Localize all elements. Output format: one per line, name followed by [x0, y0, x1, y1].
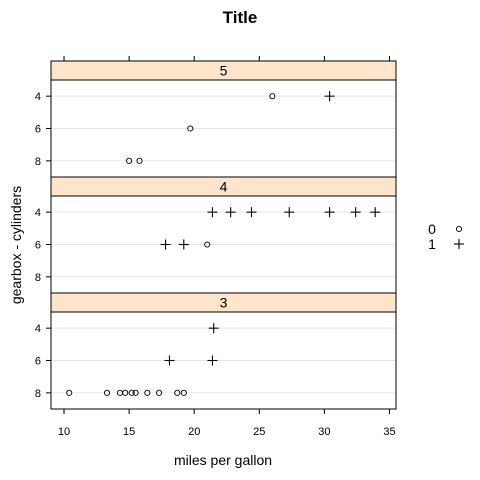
point-circle: [136, 157, 143, 164]
point-plus: [208, 323, 219, 334]
legend-label: 0: [428, 221, 436, 237]
panel-points: [66, 323, 219, 396]
y-tick-label: 8: [35, 388, 41, 400]
panel-points: [160, 207, 381, 250]
point-plus: [178, 239, 189, 250]
point-plus: [246, 207, 257, 218]
point-plus: [324, 207, 335, 218]
y-tick-label: 6: [35, 356, 41, 368]
point-plus: [207, 355, 218, 366]
panel-middle: 4 4 6 8: [35, 176, 397, 294]
legend: 01: [428, 221, 464, 252]
legend-symbol-circle: [455, 225, 463, 233]
y-tick-label: 4: [35, 207, 41, 219]
point-plus: [160, 239, 171, 250]
point-plus: [370, 207, 381, 218]
legend-symbol-plus: [454, 239, 464, 249]
x-tick-label: 20: [188, 426, 200, 438]
point-circle: [204, 241, 211, 248]
y-tick-label: 8: [35, 156, 41, 168]
panel-top: 5 4 6 8: [35, 60, 397, 178]
point-circle: [128, 389, 135, 396]
x-tick-label: 35: [383, 426, 395, 438]
point-circle: [269, 93, 276, 100]
y-tick-label: 6: [35, 240, 41, 252]
legend-entry-0: 0: [428, 221, 463, 237]
x-tick-label: 15: [123, 426, 135, 438]
panel-bottom: 3 4 6 8: [35, 292, 397, 410]
point-circle: [66, 389, 73, 396]
point-circle: [180, 389, 187, 396]
point-circle: [156, 389, 163, 396]
y-axis-label: gearbox - cylinders: [8, 186, 24, 304]
panels: 5 4 6 8 4 4 6 8 3 4 6 8: [35, 60, 397, 410]
x-tick-label: 10: [58, 426, 70, 438]
point-circle: [122, 389, 129, 396]
point-circle: [103, 389, 111, 396]
x-tick-label: 30: [318, 426, 330, 438]
point-plus: [164, 355, 175, 366]
point-plus: [284, 207, 295, 218]
point-plus: [350, 207, 361, 218]
point-circle: [126, 157, 133, 164]
point-circle: [132, 389, 139, 396]
y-tick-label: 4: [35, 323, 41, 335]
point-circle: [187, 125, 194, 132]
point-circle: [174, 389, 181, 396]
legend-entry-1: 1: [428, 236, 464, 252]
point-plus: [207, 207, 218, 218]
x-axis-label: miles per gallon: [174, 452, 272, 468]
legend-label: 1: [428, 236, 436, 252]
point-plus: [324, 91, 335, 102]
y-tick-label: 8: [35, 272, 41, 284]
y-tick-label: 6: [35, 124, 41, 136]
y-tick-label: 4: [35, 91, 41, 103]
panel-strip-label: 3: [220, 295, 228, 311]
panel-strip-label: 5: [220, 63, 228, 79]
point-circle: [144, 389, 151, 396]
panel-points: [126, 91, 335, 164]
point-plus: [225, 207, 236, 218]
chart-title: Title: [223, 8, 258, 27]
axes: 10 15 20 25 30 35: [58, 56, 396, 438]
panel-strip-label: 4: [220, 179, 228, 195]
x-tick-label: 25: [253, 426, 265, 438]
